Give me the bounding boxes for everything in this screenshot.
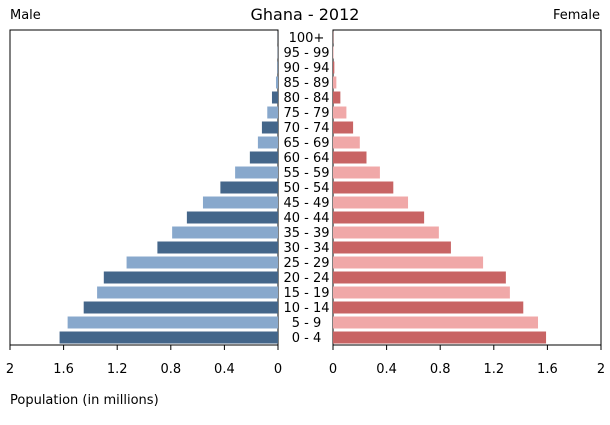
male-x-tick-label: 0.4 [214,362,235,377]
female-x-tick-label: 1.2 [483,362,504,377]
age-group-label: 0 - 4 [292,331,322,346]
age-group-label: 85 - 89 [283,76,329,91]
age-group-label: 55 - 59 [283,166,329,181]
female-bar [333,256,484,269]
female-bar [333,241,451,254]
male-label: Male [10,8,41,23]
male-x-tick-label: 0 [274,362,282,377]
male-x-tick-label: 0.8 [160,362,181,377]
age-group-label: 25 - 29 [283,256,329,271]
female-bar [333,316,539,329]
age-group-label: 65 - 69 [283,136,329,151]
male-bar [271,91,278,104]
female-bar [333,136,360,149]
male-bar [249,151,278,164]
male-x-tick-label: 1.2 [107,362,128,377]
age-group-label: 20 - 24 [283,271,329,286]
male-bar [220,181,278,194]
female-bar [333,106,347,119]
male-bar [275,76,278,89]
female-bar [333,166,380,179]
female-x-tick-label: 1.6 [537,362,558,377]
male-bar [59,331,278,344]
age-group-label: 75 - 79 [283,106,329,121]
female-bar [333,331,547,344]
male-bar [172,226,278,239]
female-x-tick-label: 0.8 [430,362,451,377]
male-bar [126,256,278,269]
male-x-tick-label: 2 [6,362,14,377]
age-group-label: 5 - 9 [292,316,322,331]
male-bar [157,241,278,254]
male-x-tick-label: 1.6 [53,362,74,377]
male-bar [261,121,278,134]
female-bar [333,181,394,194]
age-group-label: 50 - 54 [283,181,329,196]
male-bar [257,136,278,149]
age-group-label: 60 - 64 [283,151,329,166]
age-group-label: 95 - 99 [283,46,329,61]
female-x-tick-label: 0.4 [376,362,397,377]
male-bar [235,166,278,179]
age-group-label: 35 - 39 [283,226,329,241]
male-bar [186,211,278,224]
age-group-label: 15 - 19 [283,286,329,301]
age-group-label: 80 - 84 [283,91,329,106]
age-group-label: 70 - 74 [283,121,329,136]
age-group-label: 40 - 44 [283,211,329,226]
female-bar [333,121,354,134]
male-bar [97,286,278,299]
age-group-label: 30 - 34 [283,241,329,256]
chart-title: Ghana - 2012 [250,5,360,24]
age-group-label: 10 - 14 [283,301,329,316]
female-bar [333,211,425,224]
female-x-tick-label: 0 [329,362,337,377]
female-bar [333,226,439,239]
male-bar [277,61,278,74]
female-bar [333,91,341,104]
female-bar [333,286,510,299]
female-bar [333,76,337,89]
x-axis-label: Population (in millions) [10,393,159,408]
male-bar [202,196,278,209]
female-bar [333,301,524,314]
female-bar [333,271,506,284]
female-label: Female [552,8,600,23]
female-bar [333,151,367,164]
female-bar [333,46,334,59]
male-bar [67,316,279,329]
male-bar [83,301,278,314]
female-bar [333,196,409,209]
age-group-label: 45 - 49 [283,196,329,211]
female-x-tick-label: 2 [597,362,605,377]
age-group-label: 90 - 94 [283,61,329,76]
age-group-label: 100+ [289,31,325,46]
female-bar [333,61,335,74]
male-bar [267,106,278,119]
male-bar [103,271,278,284]
